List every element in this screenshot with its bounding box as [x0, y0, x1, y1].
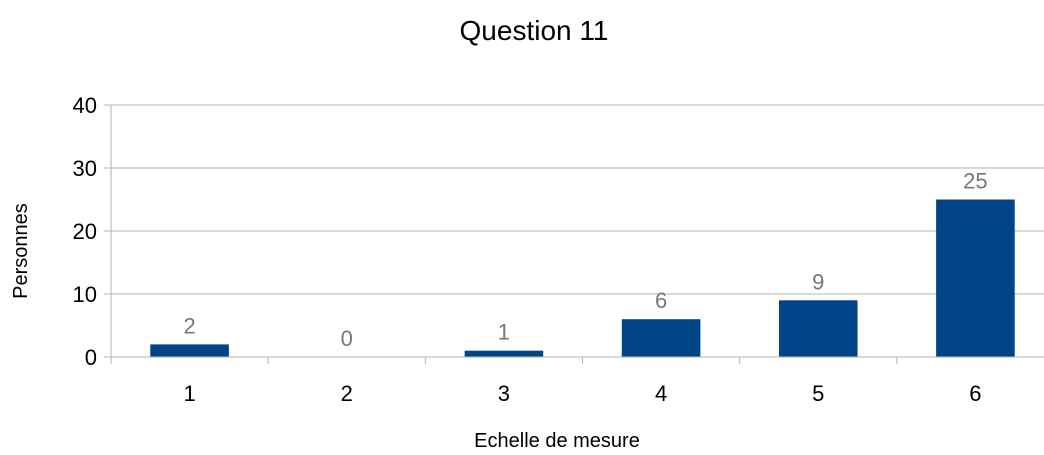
x-tick-label-5: 5: [812, 381, 824, 406]
bar-1: [150, 344, 229, 357]
y-axis-ticks: 0 10 20 30 40: [73, 93, 97, 370]
data-label-3: 1: [498, 320, 510, 345]
axes: [110, 105, 1044, 364]
x-axis-ticks: 1 2 3 4 5 6: [183, 381, 981, 406]
x-tick-label-2: 2: [341, 381, 353, 406]
bar-6: [936, 199, 1015, 357]
y-axis-title: Personnes: [10, 203, 32, 299]
data-label-4: 6: [655, 288, 667, 313]
chart-title: Question 11: [460, 15, 609, 46]
x-tick-label-4: 4: [655, 381, 667, 406]
data-label-2: 0: [341, 326, 353, 351]
y-tick-label: 40: [73, 93, 97, 118]
data-label-1: 2: [183, 313, 195, 338]
data-label-6: 25: [963, 169, 987, 194]
bar-4: [621, 319, 701, 357]
bar-3: [464, 350, 544, 357]
gridlines: [104, 104, 1044, 358]
y-tick-label: 0: [85, 345, 97, 370]
x-axis-title: Echelle de mesure: [474, 430, 640, 452]
bars: [150, 199, 1015, 357]
x-tick-label-1: 1: [183, 381, 195, 406]
x-tick-label-3: 3: [498, 381, 510, 406]
data-label-5: 9: [812, 269, 824, 294]
bar-5: [778, 300, 858, 357]
data-labels: 2 0 1 6 9 25: [183, 169, 987, 352]
x-tick-label-6: 6: [969, 381, 981, 406]
y-tick-label: 30: [73, 156, 97, 181]
y-tick-label: 20: [73, 219, 97, 244]
y-tick-label: 10: [73, 282, 97, 307]
